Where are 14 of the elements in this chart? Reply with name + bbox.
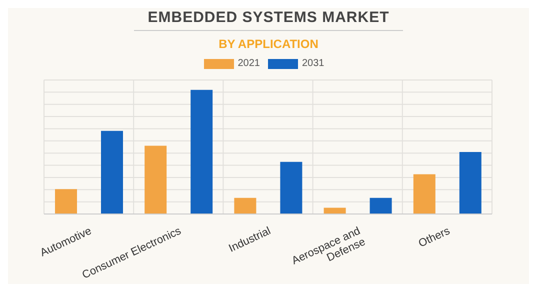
chart-title: EMBEDDED SYSTEMS MARKET — [134, 9, 404, 31]
bar — [280, 162, 302, 214]
bar — [190, 90, 213, 214]
bar — [101, 130, 123, 214]
bar — [234, 198, 256, 214]
bar — [413, 174, 436, 214]
bar — [459, 152, 482, 214]
bar — [144, 146, 167, 214]
legend-label: 2031 — [301, 58, 324, 69]
x-tick-label: Others — [416, 224, 452, 250]
legend-label: 2021 — [236, 58, 260, 69]
bar — [370, 198, 392, 214]
chart-subtitle: BY APPLICATION — [218, 37, 320, 51]
bar — [55, 189, 77, 214]
